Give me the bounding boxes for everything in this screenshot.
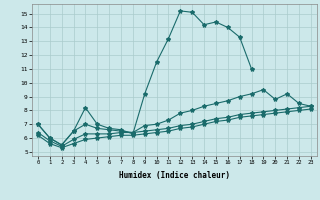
X-axis label: Humidex (Indice chaleur): Humidex (Indice chaleur) (119, 171, 230, 180)
